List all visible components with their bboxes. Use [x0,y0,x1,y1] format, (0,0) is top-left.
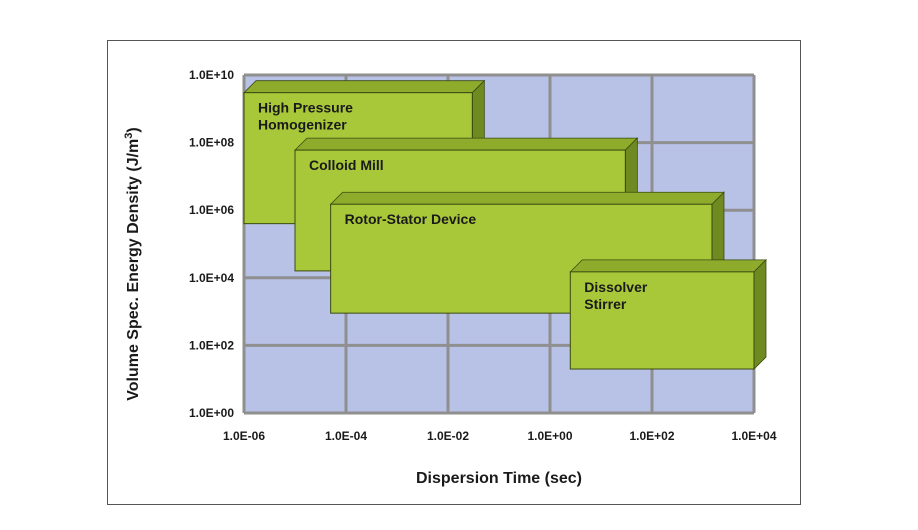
range-box-top [243,80,486,94]
range-box-face [569,271,755,370]
y-axis-ticks: 1.0E+00 1.0E+02 1.0E+04 1.0E+06 1.0E+08 1.0E+… [189,68,234,420]
range-box-top [329,191,725,205]
chart-frame: High Pressure Homogenizer Colloid Mill Roto… [107,40,801,505]
x-tick-label: 1.0E-02 [427,429,469,443]
range-box-label-line: High Pressure [258,100,353,116]
x-tick-label: 1.0E-04 [325,429,367,443]
y-tick-label: 1.0E+00 [189,406,234,420]
y-tick-label: 1.0E+02 [189,338,234,352]
y-tick-label: 1.0E+10 [189,68,234,82]
range-box-label-line: Homogenizer [258,117,347,133]
y-axis-title: Volume Spec. Energy Density (J/m3) [123,127,142,400]
range-box-top [569,259,767,273]
range-box-top [294,137,639,151]
device-ranges: High Pressure Homogenizer Colloid Mill Roto… [243,79,767,370]
range-box-side [753,258,767,370]
range-box-label: High Pressure Homogenizer [258,100,353,133]
range-box-label: Rotor-Stator Device [345,211,477,227]
x-tick-label: 1.0E-06 [223,429,265,443]
x-axis-ticks: 1.0E-06 1.0E-04 1.0E-02 1.0E+00 1.0E+02 1.0E+… [223,429,777,443]
range-box-label: Dissolver Stirrer [584,279,648,312]
energy-density-chart: High Pressure Homogenizer Colloid Mill Roto… [123,68,777,487]
x-tick-label: 1.0E+04 [731,429,776,443]
y-tick-label: 1.0E+08 [189,136,234,150]
y-tick-label: 1.0E+06 [189,203,234,217]
y-tick-label: 1.0E+04 [189,271,234,285]
x-axis-title: Dispersion Time (sec) [416,470,582,487]
x-tick-label: 1.0E+00 [527,429,572,443]
x-tick-label: 1.0E+02 [629,429,674,443]
range-box-label-line: Dissolver [584,279,648,295]
range-box-label-line: Colloid Mill [309,157,384,173]
range-box-label: Colloid Mill [309,157,384,173]
range-box-dissolver-stirrer: Dissolver Stirrer [569,258,767,370]
range-box-label-line: Stirrer [584,296,627,312]
range-box-label-line: Rotor-Stator Device [345,211,477,227]
